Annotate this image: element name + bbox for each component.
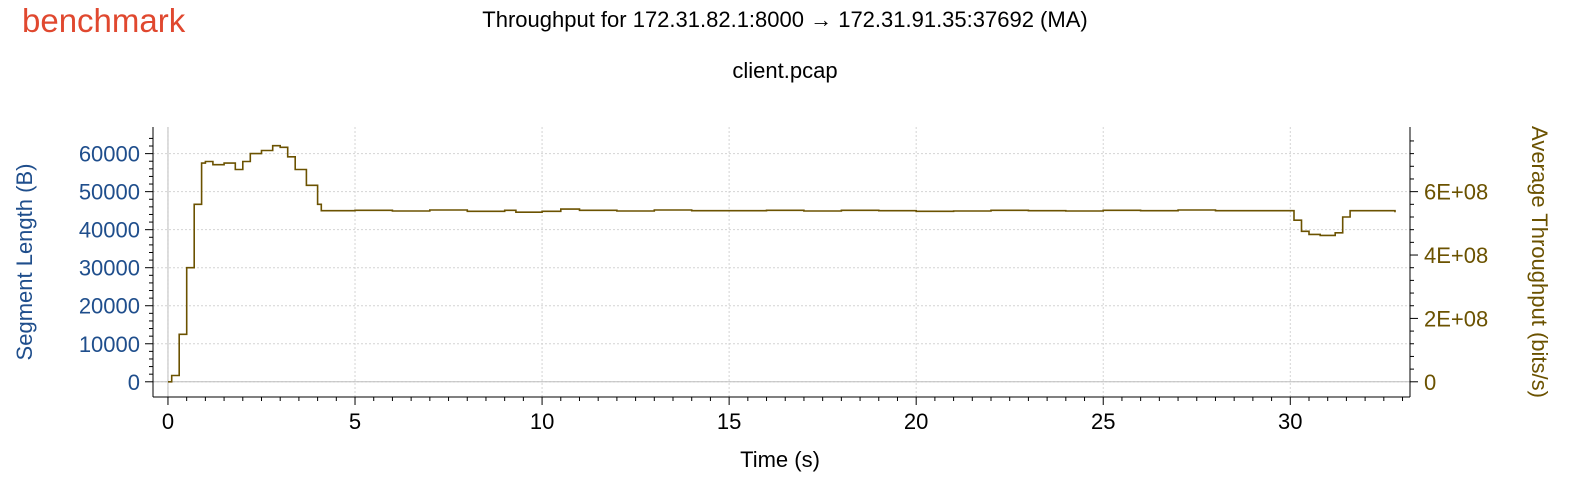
x-tick-label: 20 xyxy=(904,409,928,434)
x-tick-label: 0 xyxy=(162,409,174,434)
y-right-tick-label: 0 xyxy=(1424,370,1436,395)
y-left-tick-label: 10000 xyxy=(79,332,140,357)
y-left-tick-label: 20000 xyxy=(79,294,140,319)
chart-subtitle: client.pcap xyxy=(732,58,838,83)
ticks: 0 5 10 15 20 25 30 0 10000 20000 30000 40000 50000 60… xyxy=(79,137,1488,434)
y-right-tick-label: 4E+08 xyxy=(1424,243,1488,268)
plot-area xyxy=(168,144,1396,383)
y-right-tick-label: 2E+08 xyxy=(1424,306,1488,331)
brand-label: benchmark xyxy=(22,2,186,39)
x-tick-label: 5 xyxy=(349,409,361,434)
x-tick-label: 10 xyxy=(530,409,554,434)
y-right-tick-label: 6E+08 xyxy=(1424,180,1488,205)
y-left-tick-label: 50000 xyxy=(79,180,140,205)
x-tick-label: 25 xyxy=(1091,409,1115,434)
chart-title: Throughput for 172.31.82.1:8000 → 172.31… xyxy=(482,7,1088,32)
axes xyxy=(152,127,1411,398)
throughput-series-line xyxy=(168,144,1396,383)
x-axis-label: Time (s) xyxy=(740,447,820,472)
y-left-tick-label: 40000 xyxy=(79,218,140,243)
grid xyxy=(153,127,1410,397)
x-tick-label: 15 xyxy=(717,409,741,434)
y-axis-left-label: Segment Length (B) xyxy=(12,164,37,361)
y-left-tick-label: 30000 xyxy=(79,256,140,281)
y-left-tick-label: 0 xyxy=(128,370,140,395)
y-left-tick-label: 60000 xyxy=(79,142,140,167)
y-axis-right-label: Average Throughput (bits/s) xyxy=(1527,126,1552,398)
x-tick-label: 30 xyxy=(1278,409,1302,434)
